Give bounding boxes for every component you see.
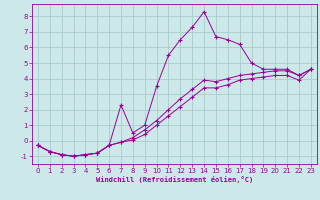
X-axis label: Windchill (Refroidissement éolien,°C): Windchill (Refroidissement éolien,°C) xyxy=(96,176,253,183)
